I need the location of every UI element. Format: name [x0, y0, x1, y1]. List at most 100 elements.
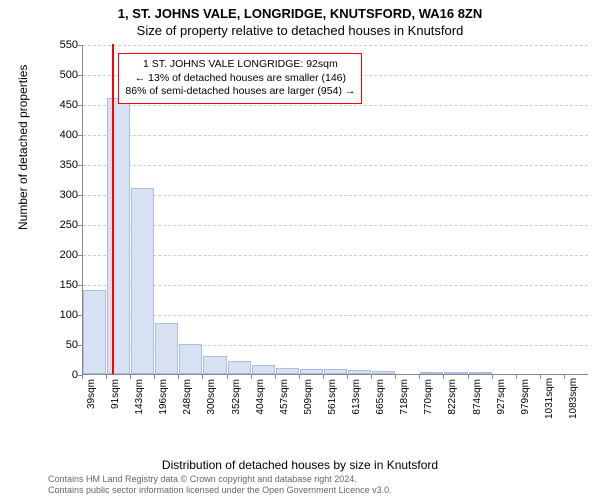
x-tick-label: 457sqm — [279, 379, 290, 419]
y-tick-mark — [78, 45, 82, 46]
histogram-bar — [107, 98, 130, 374]
y-tick-label: 300 — [48, 189, 78, 201]
histogram-bar — [131, 188, 154, 374]
page-title: 1, ST. JOHNS VALE, LONGRIDGE, KNUTSFORD,… — [0, 0, 600, 21]
y-tick-label: 500 — [48, 69, 78, 81]
x-tick-mark — [227, 375, 228, 379]
histogram-bar — [203, 356, 226, 374]
x-tick-label: 300sqm — [206, 379, 217, 419]
x-tick-label: 39sqm — [86, 379, 97, 419]
y-tick-label: 450 — [48, 99, 78, 111]
y-tick-label: 250 — [48, 219, 78, 231]
grid-line — [83, 135, 588, 136]
x-tick-mark — [299, 375, 300, 379]
grid-line — [83, 45, 588, 46]
x-tick-mark — [106, 375, 107, 379]
annotation-box: 1 ST. JOHNS VALE LONGRIDGE: 92sqm ← 13% … — [118, 53, 362, 104]
histogram-bar — [83, 290, 106, 374]
histogram-bar — [179, 344, 202, 374]
annotation-line2: ← 13% of detached houses are smaller (14… — [125, 72, 355, 86]
y-tick-label: 350 — [48, 159, 78, 171]
x-tick-label: 91sqm — [110, 379, 121, 419]
x-tick-mark — [130, 375, 131, 379]
y-tick-mark — [78, 225, 82, 226]
histogram-bar — [300, 369, 323, 374]
grid-line — [83, 255, 588, 256]
x-tick-label: 822sqm — [447, 379, 458, 419]
y-tick-mark — [78, 345, 82, 346]
x-tick-mark — [323, 375, 324, 379]
y-tick-mark — [78, 75, 82, 76]
y-tick-mark — [78, 315, 82, 316]
histogram-bar — [324, 369, 347, 374]
x-tick-label: 561sqm — [327, 379, 338, 419]
y-tick-mark — [78, 135, 82, 136]
x-tick-label: 874sqm — [472, 379, 483, 419]
y-tick-mark — [78, 165, 82, 166]
x-tick-mark — [492, 375, 493, 379]
y-tick-label: 100 — [48, 309, 78, 321]
grid-line — [83, 165, 588, 166]
x-tick-label: 665sqm — [375, 379, 386, 419]
x-tick-label: 613sqm — [351, 379, 362, 419]
histogram-bar — [155, 323, 178, 374]
y-tick-mark — [78, 255, 82, 256]
histogram-bar — [252, 365, 275, 374]
x-tick-mark — [178, 375, 179, 379]
x-tick-mark — [154, 375, 155, 379]
x-tick-mark — [419, 375, 420, 379]
y-tick-mark — [78, 105, 82, 106]
x-tick-label: 196sqm — [158, 379, 169, 419]
x-tick-mark — [395, 375, 396, 379]
histogram-bar — [348, 370, 371, 374]
grid-line — [83, 285, 588, 286]
x-tick-label: 1031sqm — [544, 379, 555, 419]
x-tick-mark — [275, 375, 276, 379]
grid-line — [83, 195, 588, 196]
x-tick-mark — [347, 375, 348, 379]
x-tick-mark — [540, 375, 541, 379]
histogram-bar — [469, 372, 492, 374]
histogram-bar — [372, 371, 395, 374]
x-tick-label: 979sqm — [520, 379, 531, 419]
y-tick-label: 0 — [48, 369, 78, 381]
x-tick-mark — [251, 375, 252, 379]
page-subtitle: Size of property relative to detached ho… — [0, 21, 600, 38]
y-tick-label: 400 — [48, 129, 78, 141]
x-tick-label: 143sqm — [134, 379, 145, 419]
annotation-line1: 1 ST. JOHNS VALE LONGRIDGE: 92sqm — [125, 58, 355, 72]
x-tick-label: 248sqm — [182, 379, 193, 419]
y-tick-label: 50 — [48, 339, 78, 351]
y-axis-title: Number of detached properties — [16, 65, 30, 230]
x-tick-label: 927sqm — [496, 379, 507, 419]
grid-line — [83, 315, 588, 316]
footer: Contains HM Land Registry data © Crown c… — [48, 474, 588, 496]
y-tick-label: 200 — [48, 249, 78, 261]
y-tick-mark — [78, 195, 82, 196]
x-tick-label: 1083sqm — [568, 379, 579, 419]
x-tick-mark — [564, 375, 565, 379]
grid-line — [83, 105, 588, 106]
histogram-bar — [276, 368, 299, 374]
x-tick-mark — [371, 375, 372, 379]
x-tick-mark — [516, 375, 517, 379]
x-tick-label: 404sqm — [255, 379, 266, 419]
x-tick-label: 352sqm — [231, 379, 242, 419]
x-axis-title: Distribution of detached houses by size … — [0, 458, 600, 472]
annotation-line3: 86% of semi-detached houses are larger (… — [125, 85, 355, 99]
chart: 1 ST. JOHNS VALE LONGRIDGE: 92sqm ← 13% … — [48, 45, 588, 415]
x-tick-mark — [468, 375, 469, 379]
x-tick-label: 509sqm — [303, 379, 314, 419]
x-tick-mark — [202, 375, 203, 379]
grid-line — [83, 225, 588, 226]
x-tick-mark — [82, 375, 83, 379]
footer-line1: Contains HM Land Registry data © Crown c… — [48, 474, 588, 485]
plot-area: 1 ST. JOHNS VALE LONGRIDGE: 92sqm ← 13% … — [82, 45, 588, 375]
x-tick-mark — [443, 375, 444, 379]
histogram-bar — [228, 361, 251, 374]
y-tick-mark — [78, 285, 82, 286]
y-tick-label: 550 — [48, 39, 78, 51]
footer-line2: Contains public sector information licen… — [48, 485, 588, 496]
x-tick-label: 718sqm — [399, 379, 410, 419]
y-tick-label: 150 — [48, 279, 78, 291]
